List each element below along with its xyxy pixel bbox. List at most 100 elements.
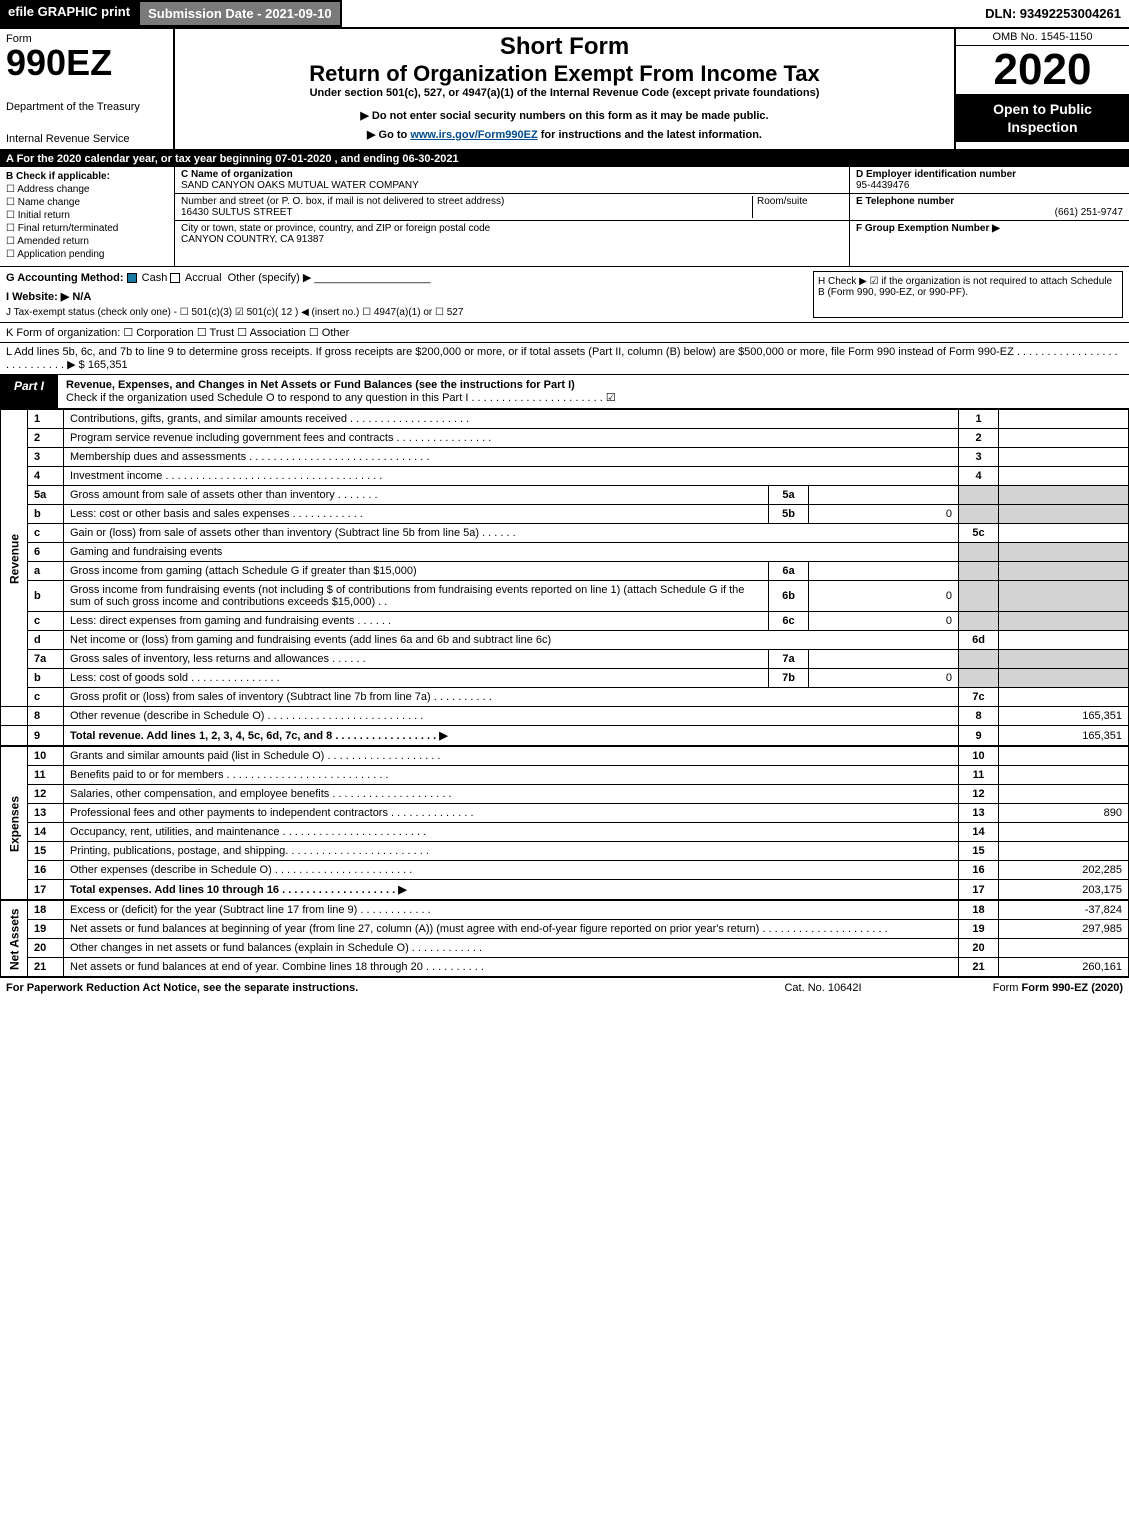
entity-right: D Employer identification number 95-4439… bbox=[849, 167, 1129, 266]
row-16: 16 Other expenses (describe in Schedule … bbox=[1, 861, 1129, 880]
line-g-h: G Accounting Method: Cash Accrual Other … bbox=[0, 267, 1129, 323]
street-value: 16430 SULTUS STREET bbox=[181, 207, 293, 218]
g-label: G Accounting Method: bbox=[6, 272, 124, 284]
org-name: SAND CANYON OAKS MUTUAL WATER COMPANY bbox=[181, 180, 419, 191]
header-center: Short Form Return of Organization Exempt… bbox=[175, 29, 954, 149]
row-10: Expenses 10 Grants and similar amounts p… bbox=[1, 747, 1129, 766]
phone-value: (661) 251-9747 bbox=[856, 207, 1123, 218]
return-title: Return of Organization Exempt From Incom… bbox=[183, 61, 946, 87]
footer-right: Form Form 990-EZ (2020) bbox=[923, 982, 1123, 994]
cb-accrual[interactable] bbox=[170, 273, 180, 283]
omb-number: OMB No. 1545-1150 bbox=[956, 29, 1129, 46]
ein-value: 95-4439476 bbox=[856, 180, 909, 191]
row-8: 8 Other revenue (describe in Schedule O)… bbox=[1, 707, 1129, 726]
part1-title: Part I Revenue, Expenses, and Changes in… bbox=[0, 375, 1129, 409]
side-expenses: Expenses bbox=[1, 747, 28, 900]
cb-initial-return[interactable]: ☐ Initial return bbox=[6, 210, 168, 221]
form-header: Form 990EZ Department of the Treasury In… bbox=[0, 29, 1129, 151]
row-11: 11 Benefits paid to or for members . . .… bbox=[1, 766, 1129, 785]
street-label: Number and street (or P. O. box, if mail… bbox=[181, 196, 504, 207]
street-row: Number and street (or P. O. box, if mail… bbox=[175, 194, 849, 221]
revenue-table: Revenue 1 Contributions, gifts, grants, … bbox=[0, 409, 1129, 746]
entity-center: C Name of organization SAND CANYON OAKS … bbox=[175, 167, 849, 266]
line-l: L Add lines 5b, 6c, and 7b to line 9 to … bbox=[0, 343, 1129, 375]
ein-row: D Employer identification number 95-4439… bbox=[850, 167, 1129, 194]
row-1: Revenue 1 Contributions, gifts, grants, … bbox=[1, 410, 1129, 429]
expenses-table: Expenses 10 Grants and similar amounts p… bbox=[0, 746, 1129, 900]
open-to-public: Open to Public Inspection bbox=[956, 94, 1129, 142]
cb-address-change[interactable]: ☐ Address change bbox=[6, 184, 168, 195]
under-section: Under section 501(c), 527, or 4947(a)(1)… bbox=[183, 87, 946, 99]
form-number: 990EZ bbox=[6, 45, 167, 81]
row-17: 17 Total expenses. Add lines 10 through … bbox=[1, 880, 1129, 900]
row-12: 12 Salaries, other compensation, and emp… bbox=[1, 785, 1129, 804]
dept-treasury: Department of the Treasury bbox=[6, 101, 167, 113]
row-14: 14 Occupancy, rent, utilities, and maint… bbox=[1, 823, 1129, 842]
line-h-box: H Check ▶ ☑ if the organization is not r… bbox=[813, 271, 1123, 318]
ein-label: D Employer identification number bbox=[856, 169, 1016, 180]
goto-pre: ▶ Go to bbox=[367, 129, 410, 141]
irs-link[interactable]: www.irs.gov/Form990EZ bbox=[410, 129, 537, 141]
cb-pending[interactable]: ☐ Application pending bbox=[6, 249, 168, 260]
row-5a: 5a Gross amount from sale of assets othe… bbox=[1, 486, 1129, 505]
footer: For Paperwork Reduction Act Notice, see … bbox=[0, 977, 1129, 998]
part1-text: Revenue, Expenses, and Changes in Net As… bbox=[58, 375, 1129, 408]
cb-final-return[interactable]: ☐ Final return/terminated bbox=[6, 223, 168, 234]
room-label: Room/suite bbox=[757, 196, 808, 207]
tax-year: 2020 bbox=[956, 46, 1129, 94]
cb-cash[interactable] bbox=[127, 273, 137, 283]
part1-check: Check if the organization used Schedule … bbox=[66, 392, 616, 404]
row-6b: b Gross income from fundraising events (… bbox=[1, 581, 1129, 612]
net-assets-table: Net Assets 18 Excess or (deficit) for th… bbox=[0, 900, 1129, 977]
line-g: G Accounting Method: Cash Accrual Other … bbox=[6, 271, 805, 318]
row-13: 13 Professional fees and other payments … bbox=[1, 804, 1129, 823]
org-name-row: C Name of organization SAND CANYON OAKS … bbox=[175, 167, 849, 194]
group-label: F Group Exemption Number ▶ bbox=[856, 223, 1000, 234]
header-left: Form 990EZ Department of the Treasury In… bbox=[0, 29, 175, 149]
spacer bbox=[342, 0, 978, 27]
row-15: 15 Printing, publications, postage, and … bbox=[1, 842, 1129, 861]
row-6d: d Net income or (loss) from gaming and f… bbox=[1, 631, 1129, 650]
city-row: City or town, state or province, country… bbox=[175, 221, 849, 247]
short-form-title: Short Form bbox=[183, 33, 946, 61]
phone-row: E Telephone number (661) 251-9747 bbox=[850, 194, 1129, 221]
row-3: 3 Membership dues and assessments . . . … bbox=[1, 448, 1129, 467]
dept-irs: Internal Revenue Service bbox=[6, 133, 167, 145]
row-7a: 7a Gross sales of inventory, less return… bbox=[1, 650, 1129, 669]
top-bar: efile GRAPHIC print Submission Date - 20… bbox=[0, 0, 1129, 29]
side-net: Net Assets bbox=[1, 901, 28, 977]
entity-block: B Check if applicable: ☐ Address change … bbox=[0, 167, 1129, 267]
submission-date: Submission Date - 2021-09-10 bbox=[138, 0, 342, 27]
line-j: J Tax-exempt status (check only one) - ☐… bbox=[6, 307, 805, 318]
ssn-warning: ▶ Do not enter social security numbers o… bbox=[183, 109, 946, 122]
row-18: Net Assets 18 Excess or (deficit) for th… bbox=[1, 901, 1129, 920]
org-name-label: C Name of organization bbox=[181, 169, 293, 180]
goto-post: for instructions and the latest informat… bbox=[541, 129, 762, 141]
efile-print-label[interactable]: efile GRAPHIC print bbox=[0, 0, 138, 27]
header-right: OMB No. 1545-1150 2020 Open to Public In… bbox=[954, 29, 1129, 149]
row-4: 4 Investment income . . . . . . . . . . … bbox=[1, 467, 1129, 486]
row-20: 20 Other changes in net assets or fund b… bbox=[1, 939, 1129, 958]
city-value: CANYON COUNTRY, CA 91387 bbox=[181, 234, 324, 245]
row-5c: c Gain or (loss) from sale of assets oth… bbox=[1, 524, 1129, 543]
cb-amended[interactable]: ☐ Amended return bbox=[6, 236, 168, 247]
row-6a: a Gross income from gaming (attach Sched… bbox=[1, 562, 1129, 581]
line-i: I Website: ▶ N/A bbox=[6, 290, 805, 303]
row-7b: b Less: cost of goods sold . . . . . . .… bbox=[1, 669, 1129, 688]
period-bar: A For the 2020 calendar year, or tax yea… bbox=[0, 151, 1129, 167]
b-check-label: B Check if applicable: bbox=[6, 171, 110, 182]
phone-label: E Telephone number bbox=[856, 196, 954, 207]
city-label: City or town, state or province, country… bbox=[181, 223, 490, 234]
row-19: 19 Net assets or fund balances at beginn… bbox=[1, 920, 1129, 939]
group-row: F Group Exemption Number ▶ bbox=[850, 221, 1129, 266]
line-k: K Form of organization: ☐ Corporation ☐ … bbox=[0, 323, 1129, 343]
footer-left: For Paperwork Reduction Act Notice, see … bbox=[6, 982, 723, 994]
row-2: 2 Program service revenue including gove… bbox=[1, 429, 1129, 448]
row-7c: c Gross profit or (loss) from sales of i… bbox=[1, 688, 1129, 707]
dln-label: DLN: 93492253004261 bbox=[977, 2, 1129, 25]
footer-center: Cat. No. 10642I bbox=[723, 982, 923, 994]
row-6: 6 Gaming and fundraising events bbox=[1, 543, 1129, 562]
cb-name-change[interactable]: ☐ Name change bbox=[6, 197, 168, 208]
row-5b: b Less: cost or other basis and sales ex… bbox=[1, 505, 1129, 524]
check-if-applicable: B Check if applicable: ☐ Address change … bbox=[0, 167, 175, 266]
